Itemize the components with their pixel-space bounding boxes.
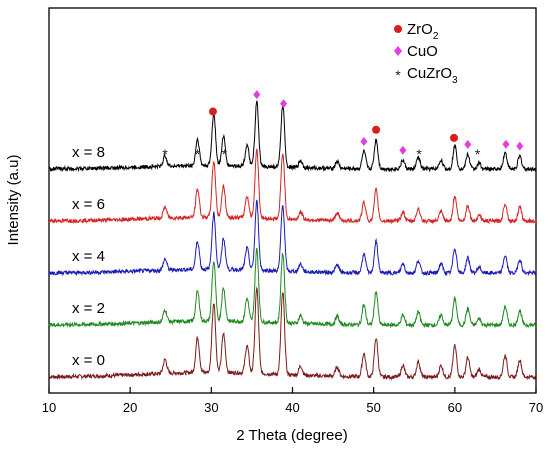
legend-label-0: ZrO2 bbox=[407, 21, 439, 42]
x-tick-label-40: 40 bbox=[285, 400, 299, 415]
x-tick-label-20: 20 bbox=[123, 400, 137, 415]
series-label-3: x = 6 bbox=[72, 196, 105, 213]
x-axis-label: 2 Theta (degree) bbox=[236, 427, 347, 444]
cuo-marker bbox=[280, 99, 288, 109]
legend-label-1: CuO bbox=[407, 43, 438, 60]
series-line-2 bbox=[48, 199, 537, 277]
zro2-marker bbox=[208, 107, 217, 116]
series-line-1 bbox=[48, 247, 537, 329]
cuzro3-marker: * bbox=[416, 146, 422, 162]
x-tick-label-10: 10 bbox=[42, 400, 56, 415]
peak-markers: * * * * * bbox=[162, 90, 524, 162]
cuo-marker bbox=[360, 136, 368, 146]
zro2-marker bbox=[450, 133, 459, 142]
series-line-0 bbox=[48, 286, 537, 381]
x-tick-label-50: 50 bbox=[366, 400, 380, 415]
series-group bbox=[48, 100, 537, 381]
cuzro3-marker: * bbox=[195, 146, 201, 162]
series-line-3 bbox=[48, 148, 537, 225]
series-label-0: x = 0 bbox=[72, 352, 105, 369]
cuzro3-marker: * bbox=[162, 146, 168, 162]
cuo-marker bbox=[464, 139, 472, 149]
legend-label-2: CuZrO3 bbox=[407, 65, 458, 86]
legend-marker-zro2 bbox=[394, 25, 402, 33]
series-label-1: x = 2 bbox=[72, 300, 105, 317]
series-labels: x = 0 x = 2 x = 4 x = 6 x = 8 bbox=[72, 144, 105, 369]
cuzro3-marker: * bbox=[475, 146, 481, 162]
cuo-marker bbox=[253, 90, 261, 100]
x-tick-label-60: 60 bbox=[448, 400, 462, 415]
series-label-4: x = 8 bbox=[72, 144, 105, 161]
plot-frame bbox=[48, 7, 537, 394]
legend-marker-cuo bbox=[394, 46, 402, 56]
series-label-2: x = 4 bbox=[72, 248, 105, 265]
cuo-marker bbox=[399, 145, 407, 155]
zro2-marker bbox=[372, 125, 381, 134]
cuo-marker bbox=[502, 139, 510, 149]
legend-marker-cuzro3: * bbox=[395, 67, 401, 83]
x-tick-label-30: 30 bbox=[204, 400, 218, 415]
x-axis-ticks: 10 20 30 40 50 60 70 bbox=[42, 387, 543, 415]
cuzro3-marker: * bbox=[222, 146, 228, 162]
y-axis-label: Intensity (a.u) bbox=[5, 155, 22, 246]
cuo-marker bbox=[516, 141, 524, 151]
series-line-4 bbox=[48, 100, 537, 173]
x-tick-label-70: 70 bbox=[529, 400, 543, 415]
